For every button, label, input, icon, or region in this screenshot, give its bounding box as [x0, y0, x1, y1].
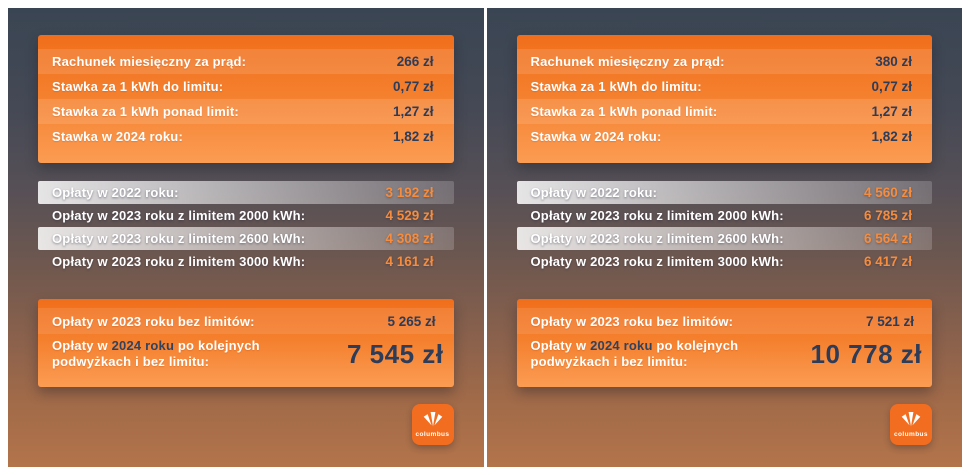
rate-value: 1,82 zł — [871, 129, 912, 144]
rate-value: 0,77 zł — [392, 79, 434, 94]
rate-value: 0,77 zł — [871, 79, 912, 94]
rate-label: Stawka za 1 kWh do limitu: — [52, 79, 224, 94]
rate-row: Rachunek miesięczny za prąd: 380 zł — [516, 49, 932, 74]
cost-row-highlighted: Opłaty w 2022 roku: 4 560 zł — [516, 181, 932, 204]
columbus-logo: columbus — [411, 404, 454, 445]
rate-row: Stawka w 2024 roku: 1,82 zł — [517, 124, 933, 149]
cost-value: 6 785 zł — [863, 208, 912, 223]
cost-label: Opłaty w 2023 roku z limitem 2000 kWh: — [530, 208, 784, 223]
cost-label: Opłaty w 2023 roku z limitem 3000 kWh: — [530, 254, 784, 269]
rate-value: 266 zł — [396, 54, 434, 69]
rate-label: Stawka za 1 kWh do limitu: — [530, 79, 702, 94]
rates-box: Rachunek miesięczny za prąd: 266 zł Staw… — [38, 35, 454, 163]
rate-value: 1,27 zł — [392, 104, 434, 119]
cost-value: 6 417 zł — [863, 254, 912, 269]
columbus-logo-icon — [423, 411, 442, 426]
cost-value: 6 564 zł — [863, 231, 912, 246]
summary-value: 5 265 zł — [387, 313, 436, 329]
logo-row: columbus — [517, 404, 932, 445]
rate-label: Stawka za 1 kWh ponad limit: — [52, 104, 239, 119]
summary-label-suffix: po kolejnych podwyżkach i bez limitu: — [52, 338, 260, 369]
rates-box: Rachunek miesięczny za prąd: 380 zł Staw… — [516, 35, 933, 163]
rate-row: Stawka za 1 kWh ponad limit: 1,27 zł — [516, 99, 932, 124]
cost-value: 4 560 zł — [863, 185, 912, 200]
summary-label: Opłaty w 2023 roku bez limitów: — [52, 313, 255, 329]
rate-label: Rachunek miesięczny za prąd: — [52, 54, 247, 69]
cost-value: 3 192 zł — [385, 185, 434, 200]
summary-label-year-highlight: 2024 roku — [590, 338, 653, 353]
summary-label: Opłaty w 2024 roku po kolejnych podwyżka… — [531, 338, 771, 370]
cost-label: Opłaty w 2022 roku: — [530, 185, 658, 200]
rate-label: Stawka za 1 kWh ponad limit: — [530, 104, 718, 119]
summary-value-large: 7 545 zł — [346, 338, 444, 369]
panel-left: Rachunek miesięczny za prąd: 266 zł Staw… — [8, 8, 484, 467]
rate-row: Rachunek miesięczny za prąd: 266 zł — [38, 49, 454, 74]
cost-row-highlighted: Opłaty w 2022 roku: 3 192 zł — [38, 181, 454, 204]
summary-row: Opłaty w 2023 roku bez limitów: 7 521 zł — [516, 308, 932, 334]
panel-divider — [483, 8, 487, 467]
cost-row-highlighted: Opłaty w 2023 roku z limitem 2600 kWh: 4… — [38, 227, 454, 250]
summary-row: Opłaty w 2024 roku po kolejnych podwyżka… — [517, 338, 933, 370]
rate-value: 1,27 zł — [871, 104, 912, 119]
summary-box: Opłaty w 2023 roku bez limitów: 5 265 zł… — [38, 299, 454, 387]
costs-list: Opłaty w 2022 roku: 4 560 zł Opłaty w 20… — [516, 181, 933, 273]
cost-value: 4 161 zł — [385, 254, 434, 269]
cost-row: Opłaty w 2023 roku z limitem 2000 kWh: 4… — [38, 204, 454, 227]
summary-label-prefix: Opłaty w — [530, 338, 591, 353]
cost-label: Opłaty w 2023 roku z limitem 2600 kWh: — [52, 231, 306, 246]
summary-label: Opłaty w 2024 roku po kolejnych podwyżka… — [52, 338, 292, 370]
summary-box: Opłaty w 2023 roku bez limitów: 7 521 zł… — [516, 299, 933, 387]
columbus-logo-label: columbus — [894, 430, 928, 438]
columbus-logo-icon — [901, 411, 921, 426]
summary-label-year-highlight: 2024 roku — [111, 338, 175, 353]
rate-label: Stawka w 2024 roku: — [530, 129, 662, 144]
cost-label: Opłaty w 2023 roku z limitem 2000 kWh: — [52, 208, 306, 223]
cost-row-highlighted: Opłaty w 2023 roku z limitem 2600 kWh: 6… — [516, 227, 932, 250]
rate-value: 380 zł — [875, 54, 912, 69]
summary-label-prefix: Opłaty w — [52, 338, 112, 353]
summary-row: Opłaty w 2024 roku po kolejnych podwyżka… — [38, 338, 454, 370]
cost-label: Opłaty w 2023 roku z limitem 3000 kWh: — [52, 254, 306, 269]
cost-row: Opłaty w 2023 roku z limitem 3000 kWh: 6… — [517, 250, 933, 273]
cost-value: 4 529 zł — [385, 208, 434, 223]
summary-value: 7 521 zł — [865, 313, 914, 329]
cost-row: Opłaty w 2023 roku z limitem 2000 kWh: 6… — [517, 204, 933, 227]
rate-row: Stawka w 2024 roku: 1,82 zł — [38, 124, 454, 149]
summary-row: Opłaty w 2023 roku bez limitów: 5 265 zł — [38, 308, 454, 334]
rate-label: Rachunek miesięczny za prąd: — [530, 54, 725, 69]
rate-label: Stawka w 2024 roku: — [52, 129, 183, 144]
costs-list: Opłaty w 2022 roku: 3 192 zł Opłaty w 20… — [38, 181, 454, 273]
cost-value: 4 308 zł — [385, 231, 434, 246]
columbus-logo-label: columbus — [415, 430, 450, 438]
columbus-logo: columbus — [890, 404, 932, 445]
cost-label: Opłaty w 2022 roku: — [52, 185, 179, 200]
cost-row: Opłaty w 2023 roku z limitem 3000 kWh: 4… — [38, 250, 454, 273]
summary-label: Opłaty w 2023 roku bez limitów: — [530, 313, 734, 329]
logo-row: columbus — [38, 404, 454, 445]
rate-row: Stawka za 1 kWh ponad limit: 1,27 zł — [38, 99, 454, 124]
rate-row: Stawka za 1 kWh do limitu: 0,77 zł — [517, 74, 933, 99]
cost-label: Opłaty w 2023 roku z limitem 2600 kWh: — [530, 231, 784, 246]
summary-value-large: 10 778 zł — [810, 338, 922, 369]
rate-row: Stawka za 1 kWh do limitu: 0,77 zł — [38, 74, 454, 99]
rate-value: 1,82 zł — [392, 129, 434, 144]
summary-label-suffix: po kolejnych podwyżkach i bez limitu: — [530, 338, 739, 369]
panel-right: Rachunek miesięczny za prąd: 380 zł Staw… — [486, 8, 962, 467]
